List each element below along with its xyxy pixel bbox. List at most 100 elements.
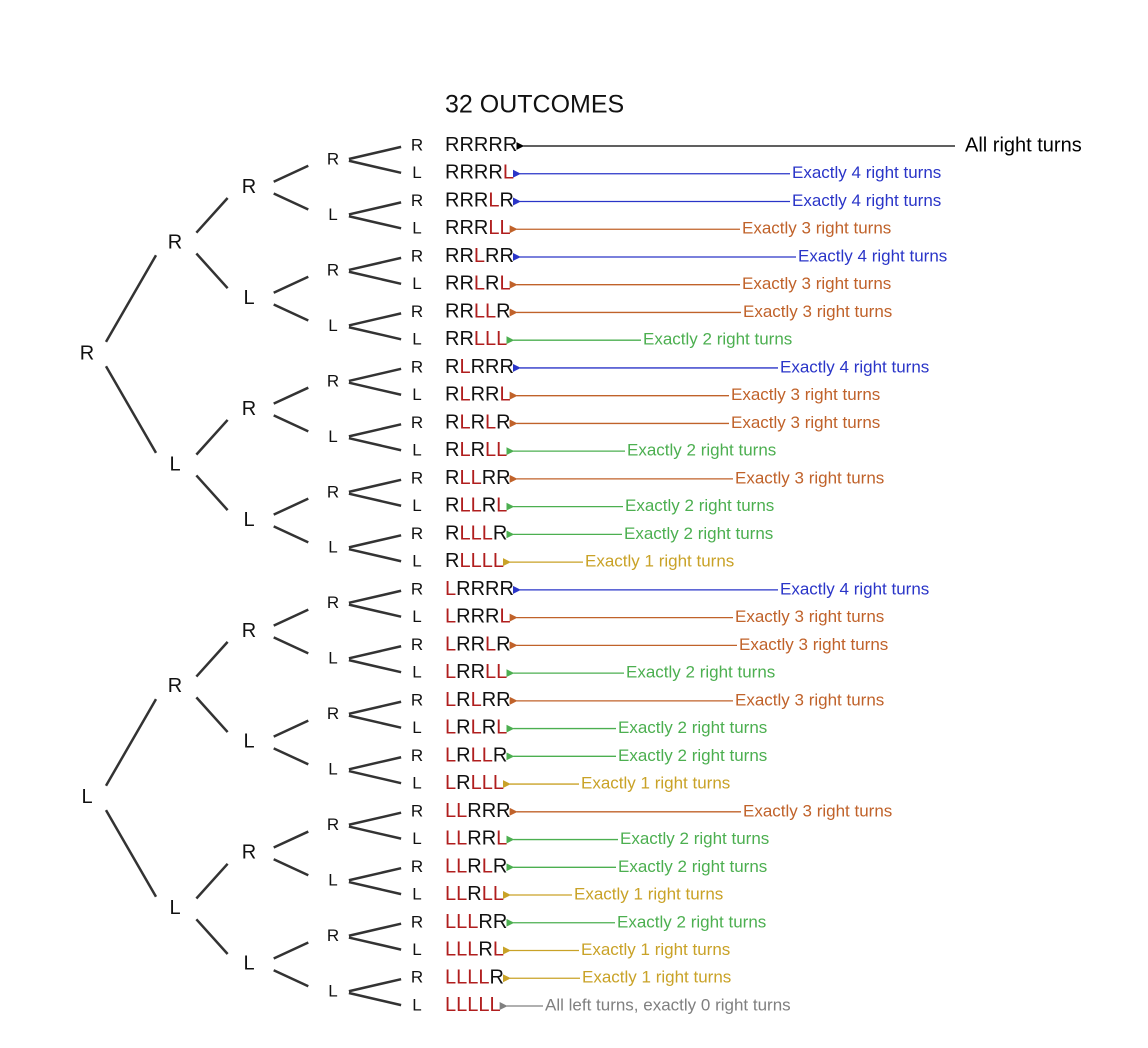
annotation: Exactly 1 right turns [581,774,730,793]
outcome-letter: R [485,578,499,600]
outcome-letter: R [496,412,510,434]
outcome-letter: L [485,328,496,350]
outcome-letter: L [482,745,493,767]
tree-node: R [327,260,339,279]
outcome-letter: R [493,523,507,545]
annotation: Exactly 4 right turns [792,191,941,210]
outcome: RLLRL [445,495,507,517]
outcome-letter: R [482,495,496,517]
outcome: LRLLL [445,772,504,794]
tree-node: L [328,760,337,779]
outcome-letter: L [485,661,496,683]
tree-node: R [411,357,423,376]
outcome-letter: L [503,162,514,184]
outcome-letter: L [485,301,496,323]
tree-edge [348,492,402,507]
outcome-letter: R [467,883,481,905]
tree-edge [348,866,402,882]
tree-node: L [169,453,180,475]
outcome-letter: R [474,190,488,212]
outcome-letter: L [496,661,507,683]
outcome-letter: R [471,606,485,628]
outcome-letter: R [496,634,510,656]
outcome-letter: L [482,550,493,572]
outcome-letter: R [471,384,485,406]
tree-edge [348,215,402,230]
outcome-letter: R [496,800,510,822]
annotation: Exactly 3 right turns [743,302,892,321]
annotation: Exactly 3 right turns [735,607,884,626]
annotation: All right turns [965,134,1082,156]
outcome-letter: R [474,134,488,156]
tree-node: L [328,871,337,890]
tree-edge [195,197,229,234]
outcome-letter: L [445,883,456,905]
tree-edge [273,164,309,183]
outcome-letter: R [459,162,473,184]
annotation: All left turns, exactly 0 right turns [545,995,791,1014]
outcome-letter: L [459,384,470,406]
outcome-letter: R [459,245,473,267]
tree-edge [348,991,402,1007]
annotation: Exactly 3 right turns [743,801,892,820]
tree-edge [348,589,402,605]
outcome: LLRRR [445,800,511,822]
outcome-letter: L [459,523,470,545]
annotation: Exactly 1 right turns [574,885,723,904]
tree-node: R [411,801,423,820]
outcome-letter: L [445,578,456,600]
tree-node: R [242,842,256,864]
outcome-letter: L [493,550,504,572]
outcome-letter: L [478,967,489,989]
outcome-letter: L [499,606,510,628]
tree-node: L [328,982,337,1001]
tree-edge [348,936,402,951]
tree-edge [273,192,309,211]
tree-node: R [80,342,94,364]
outcome-letter: R [445,190,459,212]
outcome-letter: R [493,745,507,767]
outcome-letter: R [459,301,473,323]
tree-edge [104,809,158,898]
outcome-letter: L [471,772,482,794]
annotation: Exactly 2 right turns [618,718,767,737]
outcome-letter: R [482,689,496,711]
annotation: Exactly 3 right turns [735,690,884,709]
tree-node: L [169,897,180,919]
tree-edge [348,922,402,937]
outcome-letter: L [456,967,467,989]
annotation: Exactly 4 right turns [780,579,929,598]
outcome-letter: L [445,661,456,683]
tree-node: R [242,176,256,198]
outcome-letter: R [493,856,507,878]
outcome: RRLLR [445,301,511,323]
outcome-letter: L [488,190,499,212]
tree-node: R [242,398,256,420]
tree-edge [195,252,229,290]
outcome-letter: R [456,606,470,628]
outcome-letter: R [456,772,470,794]
outcome: RRRLR [445,190,514,212]
outcome: RRLLL [445,328,507,350]
outcome-letter: L [459,439,470,461]
outcome-letter: R [488,162,502,184]
tree-edge [348,201,402,216]
outcome-letter: R [445,523,459,545]
outcome-letter: R [445,439,459,461]
outcome: LLLRR [445,911,507,933]
tree-edge [348,423,402,438]
outcome-letter: R [490,967,504,989]
tree-edge [273,941,309,960]
outcome-letter: L [485,412,496,434]
tree-node: L [412,330,421,349]
outcome-letter: L [445,800,456,822]
outcome-letter: R [471,356,485,378]
outcome-letter: L [459,467,470,489]
annotation: Exactly 3 right turns [731,413,880,432]
outcome-letter: L [459,550,470,572]
outcome-letter: L [471,717,482,739]
outcome: LRRLL [445,661,507,683]
tree-node: L [328,427,337,446]
tree-node: R [411,302,423,321]
outcome: LLRLR [445,856,507,878]
